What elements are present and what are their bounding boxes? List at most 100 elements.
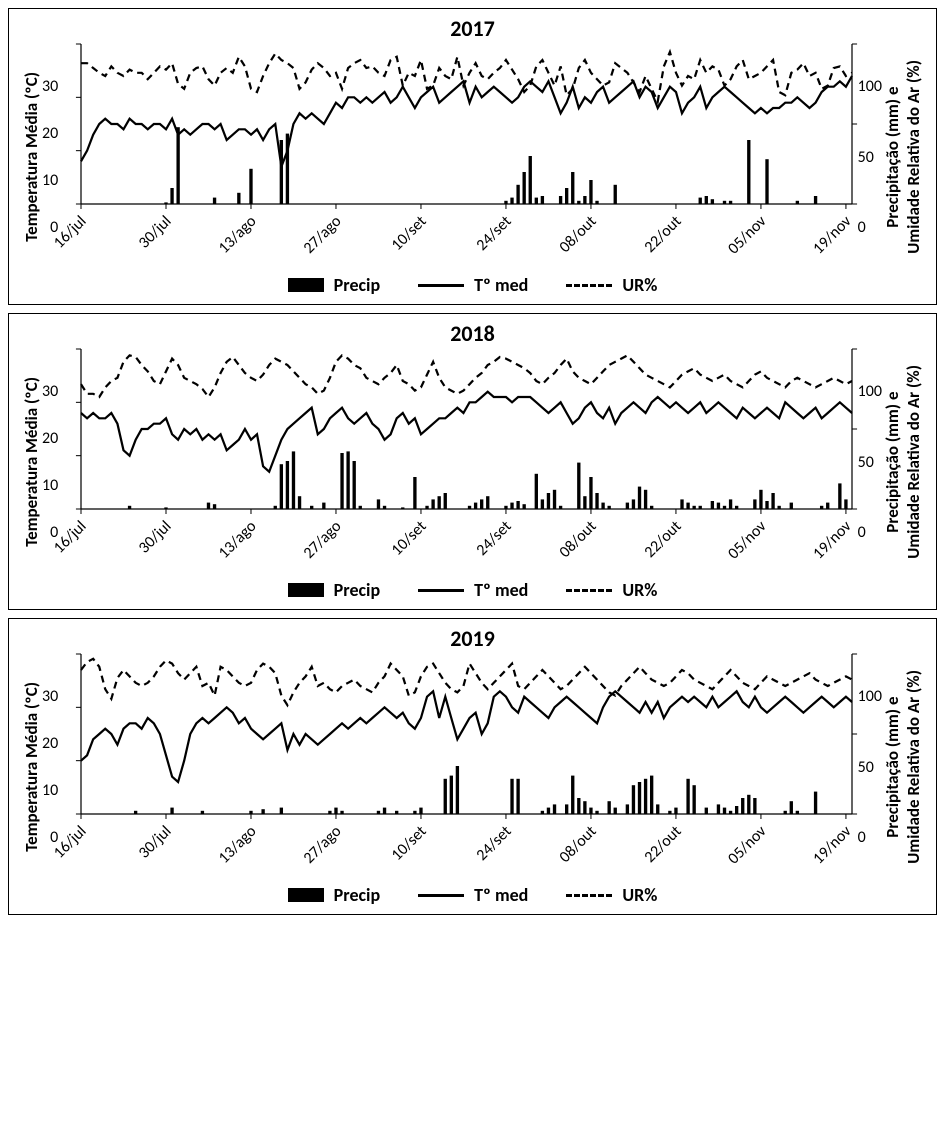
ytick-left: 30 [42, 382, 58, 401]
plot-svg [81, 349, 852, 509]
plot-area [81, 349, 852, 509]
precip-bar [753, 798, 756, 814]
legend-item-precip: Precip [288, 274, 380, 296]
y-axis-left-label: Temperatura Média (ºC) [21, 72, 42, 242]
precip-bar [607, 801, 610, 814]
y-axis-left-label: Temperatura Média (ºC) [21, 682, 42, 852]
precip-bar [353, 461, 356, 509]
x-tick-label: 08/out [556, 822, 601, 867]
precip-bar [692, 785, 695, 814]
x-tick-label: 22/out [641, 822, 686, 867]
ytick-right: 100 [858, 382, 882, 401]
ytick-left: 10 [42, 171, 58, 190]
precip-bar [595, 493, 598, 509]
precip-bar [638, 782, 641, 814]
x-tick-label: 08/out [556, 212, 601, 257]
legend-item-precip: Precip [288, 579, 380, 601]
legend-item-temp-label: Tº med [474, 274, 528, 296]
precip-bar [516, 779, 519, 814]
precip-bar [170, 188, 173, 204]
precip-bar [644, 779, 647, 814]
ytick-left: 20 [42, 734, 58, 753]
precip-bar [838, 483, 841, 509]
precip-bar [516, 501, 519, 509]
precip-bar [577, 798, 580, 814]
x-axis: 16/jul30/jul13/ago27/ago10/set24/set08/o… [81, 814, 852, 880]
x-tick-label: 27/ago [300, 517, 346, 563]
ytick-right: 100 [858, 687, 882, 706]
precip-bar [790, 801, 793, 814]
precip-bar [686, 779, 689, 814]
precip-bar [565, 804, 568, 814]
legend: PrecipTº medUR% [21, 880, 924, 908]
precip-bar [614, 185, 617, 204]
precip-bar [510, 779, 513, 814]
precip-bar [583, 196, 586, 204]
temp-line [81, 76, 852, 167]
x-tick-label: 22/out [641, 517, 686, 562]
x-tick-label: 10/set [388, 517, 431, 560]
precip-bar [280, 464, 283, 509]
plot-outer: 16/jul30/jul13/ago27/ago10/set24/set08/o… [81, 44, 852, 270]
precip-bar [759, 490, 762, 509]
precip-bar [747, 795, 750, 814]
ytick-left: 30 [42, 77, 58, 96]
x-tick-label: 24/set [473, 212, 516, 255]
precip-bar [589, 477, 592, 509]
legend-item-ur-label: UR% [622, 274, 657, 296]
legend-item-temp-swatch [418, 589, 464, 592]
legend-item-temp: Tº med [418, 884, 528, 906]
precip-bar [717, 804, 720, 814]
ur-line [81, 355, 852, 397]
precip-bar [523, 172, 526, 204]
precip-bar [346, 451, 349, 509]
chart-row: Temperatura Média (ºC)302010016/jul30/ju… [21, 349, 924, 575]
legend-item-ur-swatch [566, 894, 612, 897]
precip-bar [680, 499, 683, 509]
precip-bar [340, 453, 343, 509]
ytick-left: 10 [42, 476, 58, 495]
plot-svg [81, 654, 852, 814]
y-axis-right-ticks: 100500 [854, 382, 882, 542]
legend-item-precip-swatch [288, 278, 324, 292]
plot-area [81, 654, 852, 814]
ur-line [81, 659, 852, 705]
y-axis-right-ticks: 100500 [854, 687, 882, 847]
legend-item-ur-label: UR% [622, 579, 657, 601]
legend-item-precip-swatch [288, 888, 324, 902]
precip-bar [553, 490, 556, 509]
precip-bar [583, 801, 586, 814]
precip-bar [632, 499, 635, 509]
precip-bar [650, 776, 653, 814]
y-axis-right: 100500Precipitação (mm) eUmidade Relativ… [852, 654, 924, 880]
y-axis-left-ticks: 3020100 [42, 77, 62, 237]
y-axis-left-label: Temperatura Média (ºC) [21, 377, 42, 547]
y-axis-left-ticks: 3020100 [42, 382, 62, 542]
legend-item-temp-swatch [418, 284, 464, 287]
precip-bar [765, 159, 768, 204]
x-tick-label: 13/ago [215, 517, 261, 563]
legend-item-temp-swatch [418, 894, 464, 897]
precip-bar [176, 127, 179, 204]
precip-bar [765, 501, 768, 509]
precip-bar [529, 156, 532, 204]
precip-bar [450, 776, 453, 814]
x-tick-label: 30/jul [135, 822, 176, 863]
legend-item-ur: UR% [566, 579, 657, 601]
precip-bar [559, 196, 562, 204]
precip-bar [583, 496, 586, 509]
legend-item-precip-label: Precip [334, 579, 380, 601]
precip-bar [656, 804, 659, 814]
ytick-right: 50 [858, 453, 874, 472]
precip-bar [571, 776, 574, 814]
precip-bar [486, 496, 489, 509]
x-tick-label: 27/ago [300, 822, 346, 868]
precip-bar [547, 493, 550, 509]
x-tick-label: 05/nov [724, 822, 770, 868]
temp-line [81, 691, 852, 782]
precip-bar [735, 806, 738, 814]
precip-bar [705, 196, 708, 204]
y-axis-right: 100500Precipitação (mm) eUmidade Relativ… [852, 44, 924, 270]
x-tick-label: 05/nov [724, 517, 770, 563]
ytick-left: 20 [42, 124, 58, 143]
